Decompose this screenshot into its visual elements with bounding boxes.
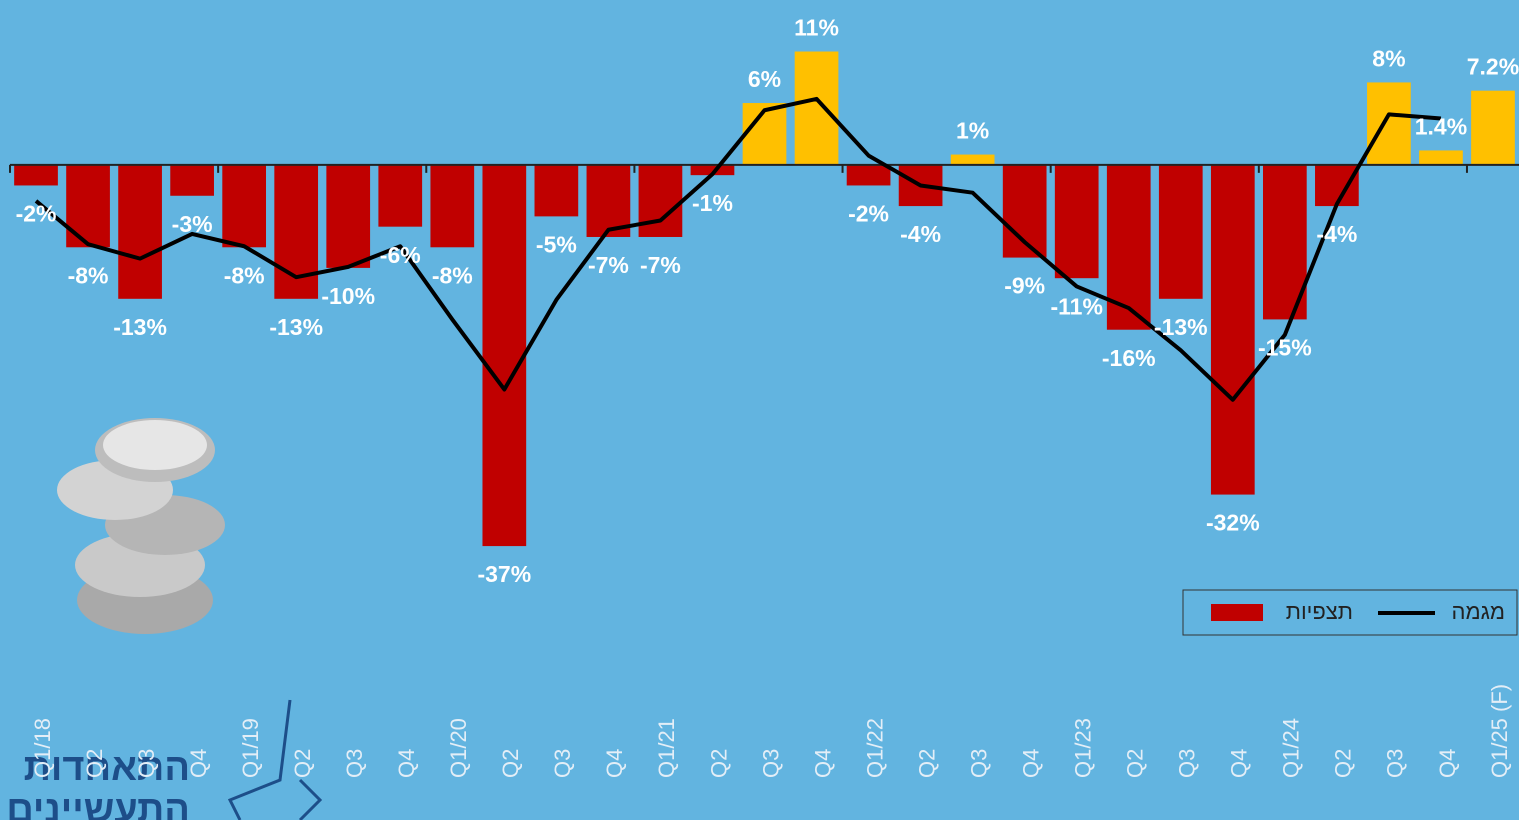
value-label: -8%	[224, 262, 265, 288]
value-label: -7%	[640, 252, 681, 278]
x-tick-label: Q4	[810, 749, 835, 778]
x-tick-label: Q2	[82, 749, 107, 778]
value-label: -2%	[16, 201, 57, 227]
value-label: 6%	[748, 66, 781, 92]
x-tick-label: Q1/22	[862, 718, 887, 778]
x-tick-label: Q2	[290, 749, 315, 778]
logo-icon	[227, 699, 323, 820]
value-label: -4%	[1316, 221, 1357, 247]
x-tick-label: Q4	[394, 749, 419, 778]
coins	[57, 418, 225, 634]
logo-text: התאחדות	[24, 747, 190, 789]
bar	[1471, 90, 1515, 165]
bar	[482, 164, 527, 547]
x-tick-label: Q3	[758, 749, 783, 778]
legend-label: מגמה	[1452, 599, 1505, 624]
bar	[1210, 164, 1255, 495]
legend-swatch	[1211, 604, 1263, 621]
legend-box	[1182, 589, 1518, 636]
value-label: 7.2%	[1467, 54, 1519, 80]
bar	[534, 164, 579, 217]
x-tick-label: Q3	[550, 749, 575, 778]
value-label: -13%	[1154, 314, 1208, 340]
bar	[1315, 164, 1359, 207]
bar	[586, 164, 631, 237]
x-tick-label: Q4	[1018, 749, 1043, 778]
bar	[430, 164, 475, 248]
x-tick-label: Q4	[1435, 749, 1460, 778]
bar	[66, 164, 110, 248]
bar	[794, 51, 839, 165]
x-tick-label: Q1/19	[238, 718, 263, 778]
x-tick-label: Q1/21	[654, 718, 679, 778]
bar	[950, 154, 995, 165]
value-label: -32%	[1206, 510, 1260, 536]
value-label: -16%	[1102, 345, 1156, 371]
bar	[1054, 164, 1099, 279]
value-label: -13%	[113, 314, 167, 340]
bar	[1419, 150, 1463, 165]
logo-text: התעשיינים	[6, 789, 190, 820]
x-tick-label: Q1/25 (F)	[1487, 684, 1512, 778]
x-tick-label: Q3	[342, 749, 367, 778]
bar	[1158, 164, 1203, 299]
bar	[690, 164, 735, 176]
x-tick-label: Q2	[498, 749, 523, 778]
bar	[1367, 82, 1411, 165]
bar	[222, 164, 267, 248]
value-label: -6%	[380, 242, 421, 268]
value-label: -9%	[1004, 273, 1045, 299]
bar	[118, 164, 162, 299]
x-tick-label: Q3	[1383, 749, 1408, 778]
value-label: -1%	[692, 190, 733, 216]
x-tick-label: Q3	[134, 749, 159, 778]
bar	[14, 164, 58, 186]
x-tick-label: Q1/18	[30, 718, 55, 778]
bar	[170, 164, 214, 196]
value-label: -5%	[536, 231, 577, 257]
bar	[846, 164, 891, 186]
x-tick-label: Q2	[1331, 749, 1356, 778]
value-label: 1.4%	[1415, 114, 1467, 140]
value-label: 1%	[956, 118, 989, 144]
x-tick-label: Q4	[186, 749, 211, 778]
value-label: -15%	[1258, 334, 1312, 360]
value-label: -37%	[477, 561, 531, 587]
value-label: -3%	[172, 211, 213, 237]
x-tick-label: Q2	[1123, 749, 1148, 778]
value-label: -11%	[1050, 293, 1102, 319]
value-label: -4%	[900, 221, 941, 247]
x-tick-label: Q2	[914, 749, 939, 778]
value-label: -10%	[321, 283, 375, 309]
x-tick-label: Q4	[1227, 749, 1252, 778]
trend-line	[34, 96, 1442, 402]
value-label: -13%	[269, 314, 323, 340]
x-tick-label: Q3	[1175, 749, 1200, 778]
bar	[638, 164, 683, 237]
value-label: -7%	[588, 252, 629, 278]
value-label: -8%	[68, 262, 109, 288]
x-tick-label: Q3	[966, 749, 991, 778]
bar	[326, 164, 371, 268]
value-label: -8%	[432, 262, 473, 288]
value-label: -2%	[848, 201, 889, 227]
x-tick-label: Q1/24	[1279, 718, 1304, 778]
value-label: 11%	[794, 15, 839, 41]
x-tick-label: Q4	[602, 749, 627, 778]
x-tick-label: Q1/23	[1071, 718, 1096, 778]
bar	[1106, 164, 1151, 330]
x-tick-label: Q1/20	[446, 718, 471, 778]
legend-label: תצפיות	[1286, 599, 1353, 624]
x-tick-label: Q2	[706, 749, 731, 778]
value-label: 8%	[1372, 46, 1405, 72]
bar	[378, 164, 423, 227]
